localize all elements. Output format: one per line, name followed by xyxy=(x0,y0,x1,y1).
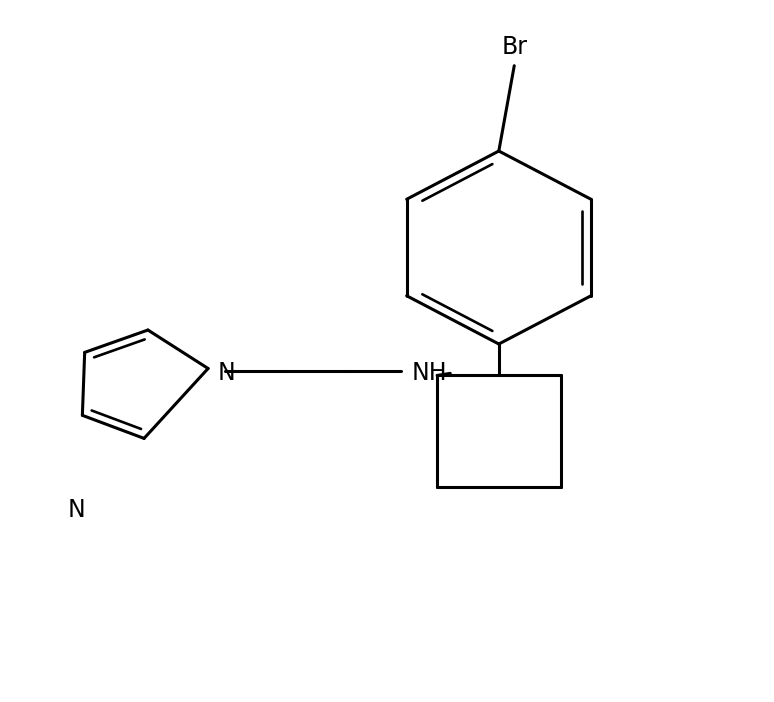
Text: Br: Br xyxy=(502,35,527,59)
Text: N: N xyxy=(217,362,235,385)
Text: NH: NH xyxy=(412,362,447,385)
Text: N: N xyxy=(68,498,86,522)
